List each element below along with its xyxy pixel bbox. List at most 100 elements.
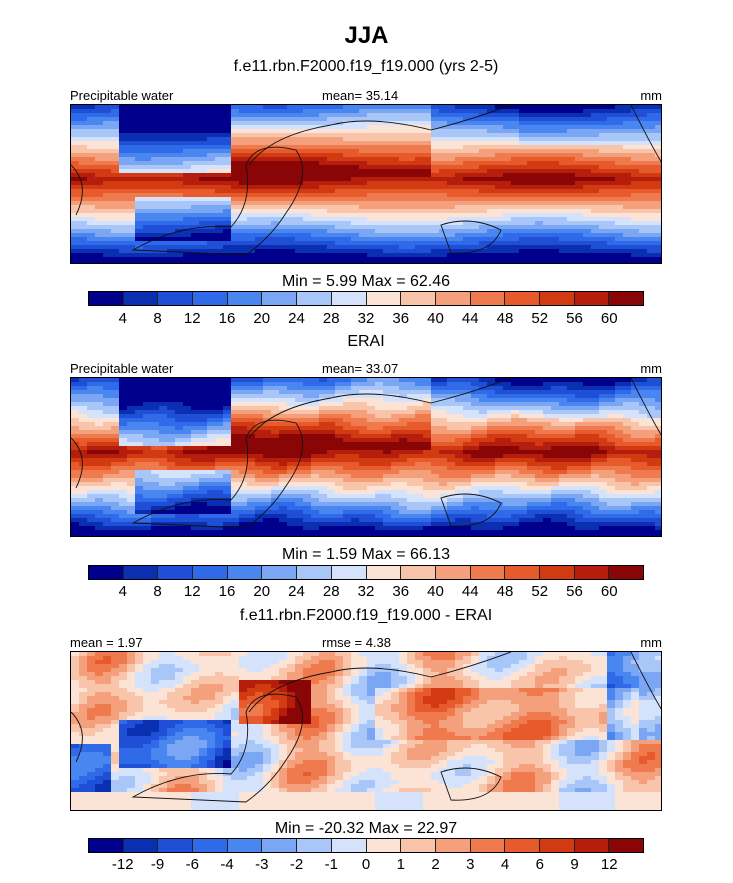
colorbar-cell bbox=[435, 839, 471, 852]
colorbar-tick-label: 36 bbox=[392, 583, 410, 600]
colorbar-cell bbox=[401, 566, 436, 579]
colorbar-tick-label: 8 bbox=[153, 310, 162, 327]
mean-label-model: mean= 35.14 bbox=[322, 88, 399, 103]
colorbar-cell bbox=[193, 292, 228, 305]
colorbar-cell bbox=[366, 292, 402, 305]
colorbar-tick-label: 52 bbox=[531, 583, 549, 600]
colorbar-tick-label: 56 bbox=[566, 310, 583, 327]
colorbar-cell bbox=[123, 292, 159, 305]
colorbar-tick-label: 6 bbox=[535, 856, 544, 873]
minmax-model: Min = 5.99 Max = 62.46 bbox=[281, 273, 451, 290]
colorbar-tick-label: -4 bbox=[220, 856, 234, 873]
minmax-diff: Min = -20.32 Max = 22.97 bbox=[274, 820, 458, 837]
mean-label-diff: mean = 1.97 bbox=[70, 635, 143, 650]
colorbar-tick-label: 60 bbox=[600, 583, 618, 600]
figure-title: JJA bbox=[344, 22, 389, 49]
colorbar-cell bbox=[539, 292, 575, 305]
colorbar-cell bbox=[193, 839, 228, 852]
colorbar-tick-label: 28 bbox=[322, 583, 340, 600]
colorbar-tick-label: 20 bbox=[253, 583, 271, 600]
colorbar-cell bbox=[262, 292, 298, 305]
colorbar-tick-label: 3 bbox=[466, 856, 475, 873]
map-obs-field bbox=[71, 378, 661, 536]
colorbar-cell bbox=[262, 566, 298, 579]
colorbar-tick-label: 52 bbox=[531, 310, 549, 327]
colorbar-tick-label: 16 bbox=[218, 310, 236, 327]
colorbar-ticks-diff: -12 -9 -6 -4 -3 -2 -1 0 1 2 3 4 6 9 12 bbox=[88, 856, 644, 874]
colorbar-tick-label: 56 bbox=[566, 583, 583, 600]
colorbar-tick-label: 0 bbox=[361, 856, 371, 873]
colorbar-tick-label: 40 bbox=[427, 310, 444, 327]
colorbar-cell bbox=[401, 839, 436, 852]
colorbar-tick-label: 4 bbox=[118, 310, 127, 327]
colorbar-cell bbox=[297, 292, 332, 305]
colorbar-cell bbox=[89, 566, 124, 579]
colorbar-cell bbox=[297, 566, 332, 579]
colorbar-tick-label: 44 bbox=[461, 583, 479, 600]
colorbar-cell bbox=[158, 566, 194, 579]
colorbar-tick-label: -1 bbox=[324, 856, 338, 873]
colorbar-cell bbox=[401, 292, 436, 305]
colorbar-cell bbox=[435, 292, 471, 305]
colorbar-tick-label: -3 bbox=[255, 856, 269, 873]
colorbar-tick-label: 24 bbox=[288, 310, 305, 327]
colorbar-cell bbox=[331, 292, 367, 305]
colorbar-obs bbox=[88, 565, 644, 580]
colorbar-tick-label: 40 bbox=[427, 583, 444, 600]
colorbar-tick-label: 9 bbox=[570, 856, 579, 873]
map-diff bbox=[70, 651, 662, 811]
colorbar-cell bbox=[366, 566, 402, 579]
colorbar-cell bbox=[89, 292, 124, 305]
rmse-label-diff: rmse = 4.38 bbox=[322, 635, 392, 650]
colorbar-cell bbox=[123, 566, 159, 579]
colorbar-tick-label: -9 bbox=[150, 856, 165, 873]
colorbar-tick-label: 36 bbox=[392, 310, 410, 327]
colorbar-cell bbox=[505, 292, 540, 305]
colorbar-tick-label: -6 bbox=[185, 856, 199, 873]
colorbar-cell bbox=[227, 292, 263, 305]
colorbar-cell bbox=[158, 292, 194, 305]
colorbar-cell bbox=[297, 839, 332, 852]
panel-title-model: f.e11.rbn.F2000.f19_f19.000 (yrs 2-5) bbox=[233, 58, 499, 75]
map-model-field bbox=[71, 105, 661, 263]
colorbar-cell bbox=[609, 839, 643, 852]
colorbar-cell bbox=[505, 839, 540, 852]
panel-title-obs: ERAI bbox=[347, 333, 385, 350]
colorbar-tick-label: 8 bbox=[153, 583, 162, 600]
colorbar-tick-label: 12 bbox=[600, 856, 618, 873]
colorbar-cell bbox=[609, 292, 643, 305]
colorbar-cell bbox=[366, 839, 402, 852]
colorbar-tick-label: 1 bbox=[396, 856, 405, 873]
variable-label-obs: Precipitable water bbox=[70, 361, 174, 376]
units-label-diff: mm bbox=[640, 635, 662, 650]
colorbar-model bbox=[88, 291, 644, 306]
colorbar-cell bbox=[158, 839, 194, 852]
colorbar-tick-label: -2 bbox=[289, 856, 304, 873]
variable-label-model: Precipitable water bbox=[70, 88, 174, 103]
map-model bbox=[70, 104, 662, 264]
colorbar-tick-label: 28 bbox=[322, 310, 340, 327]
colorbar-ticks-model: 4 8 12 16 20 24 28 32 36 40 44 48 52 56 60 bbox=[88, 310, 644, 328]
colorbar-tick-label: 4 bbox=[118, 583, 127, 600]
colorbar-tick-label: 32 bbox=[357, 310, 375, 327]
colorbar-tick-label: 32 bbox=[357, 583, 375, 600]
units-label-obs: mm bbox=[640, 361, 662, 376]
colorbar-cell bbox=[331, 839, 367, 852]
colorbar-tick-label: 48 bbox=[496, 583, 514, 600]
colorbar-tick-label: 24 bbox=[288, 583, 305, 600]
colorbar-tick-label: 2 bbox=[431, 856, 440, 873]
colorbar-cell bbox=[574, 839, 610, 852]
colorbar-cell bbox=[331, 566, 367, 579]
colorbar-cell bbox=[574, 566, 610, 579]
map-diff-field bbox=[71, 652, 661, 810]
colorbar-tick-label: 4 bbox=[500, 856, 510, 873]
colorbar-tick-label: 60 bbox=[600, 310, 618, 327]
colorbar-cell bbox=[123, 839, 159, 852]
colorbar-tick-label: 12 bbox=[183, 583, 201, 600]
colorbar-cell bbox=[89, 839, 124, 852]
colorbar-cell bbox=[227, 566, 263, 579]
colorbar-cell bbox=[574, 292, 610, 305]
colorbar-tick-label: -12 bbox=[111, 856, 134, 873]
mean-label-obs: mean= 33.07 bbox=[322, 361, 399, 376]
colorbar-tick-label: 12 bbox=[183, 310, 201, 327]
